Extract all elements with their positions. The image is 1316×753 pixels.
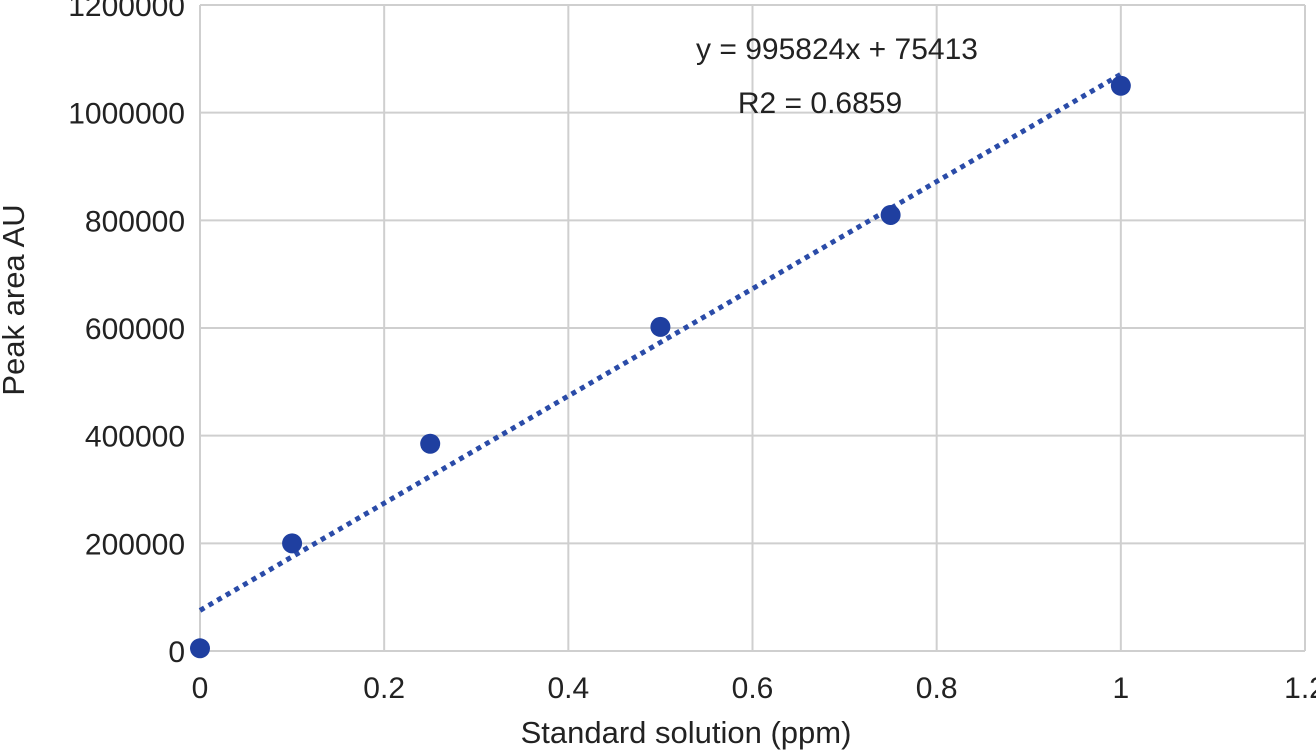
x-axis-ticks: 0 0.2 0.4 0.6 0.8 1 1.2 (192, 672, 1316, 705)
y-tick-label: 1000000 (68, 98, 185, 131)
y-tick-label: 400000 (85, 421, 185, 454)
y-tick-label: 1200000 (68, 0, 185, 23)
y-tick-label: 0 (168, 636, 185, 669)
y-axis-ticks: 0 200000 400000 600000 800000 1000000 1200000 (68, 0, 185, 669)
data-point (190, 638, 210, 659)
x-tick-label: 0.6 (732, 672, 774, 705)
x-axis-label: Standard solution (ppm) (521, 715, 852, 750)
trendline (198, 72, 1123, 613)
trendline-path (198, 72, 1123, 613)
grid-lines (199, 4, 1306, 652)
y-axis-label: Peak area AU (0, 204, 31, 395)
y-tick-label: 800000 (85, 205, 185, 238)
x-tick-label: 0.4 (547, 672, 589, 705)
data-point (880, 204, 901, 225)
x-tick-label: 0.8 (916, 672, 958, 705)
x-tick-label: 0 (192, 672, 209, 705)
x-tick-label: 1 (1112, 672, 1129, 705)
data-point (282, 533, 303, 554)
data-point (650, 316, 671, 337)
trendline-equation: y = 995824x + 75413 (696, 33, 978, 66)
data-points (190, 75, 1131, 659)
data-point (1110, 75, 1131, 96)
y-tick-label: 200000 (85, 528, 185, 561)
x-tick-label: 0.2 (363, 672, 405, 705)
r-squared-label: R2 = 0.6859 (738, 87, 902, 120)
x-tick-label: 1.2 (1284, 672, 1316, 705)
y-tick-label: 600000 (85, 313, 185, 346)
data-point (420, 433, 441, 454)
